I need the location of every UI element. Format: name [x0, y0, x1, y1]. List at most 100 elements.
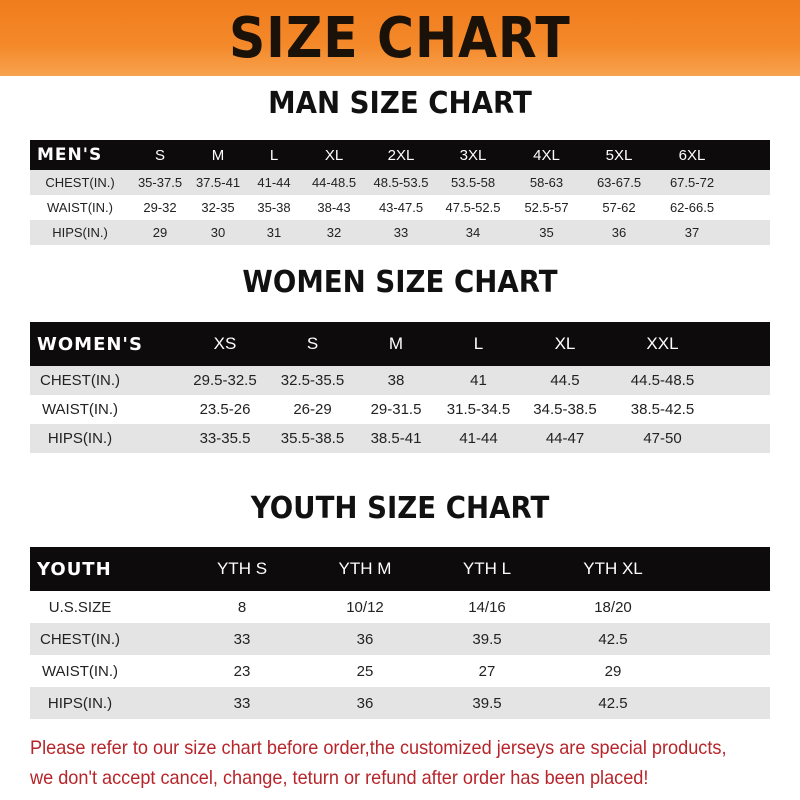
size-header: 5XL [605, 146, 633, 164]
measurement-cell: 57-62 [602, 200, 636, 215]
row-label: WAIST(IN.) [41, 401, 119, 418]
row-label: U.S.SIZE [48, 598, 112, 616]
measurement-cell: 38-43 [317, 200, 351, 215]
measurement-cell: 39.5 [472, 694, 502, 712]
measurement-cell: 10/12 [346, 598, 384, 616]
measurement-cell: 38 [387, 372, 405, 389]
size-header: S [306, 334, 319, 353]
measurement-cell: 23 [233, 662, 251, 680]
measurement-cell: 44-48.5 [311, 175, 357, 190]
table-row: HIPS(IN.) 33 36 39.5 42.5 [30, 687, 770, 719]
size-header: XL [554, 334, 576, 353]
size-header: XL [324, 146, 344, 164]
row-label: CHEST(IN.) [40, 372, 120, 389]
table-row: WAIST(IN.) 23.5-26 26-29 29-31.5 31.5-34.5 34… [30, 395, 770, 424]
table-corner-label: MEN'S [37, 145, 103, 165]
measurement-cell: 53.5-58 [450, 175, 496, 190]
measurement-cell: 32 [326, 225, 342, 240]
measurement-cell: 34.5-38.5 [533, 401, 597, 418]
measurement-cell: 35-38 [257, 200, 291, 215]
size-header: L [473, 334, 484, 353]
measurement-cell: 30 [210, 225, 226, 240]
measurement-cell: 37 [684, 225, 700, 240]
measurement-cell: 33 [233, 630, 251, 648]
row-label: HIPS(IN.) [47, 430, 113, 447]
measurement-cell: 29-31.5 [370, 401, 422, 418]
table-corner-label: WOMEN'S [37, 333, 143, 355]
size-header: 2XL [387, 146, 415, 164]
measurement-cell: 27 [478, 662, 496, 680]
size-header: M [388, 334, 404, 353]
measurement-cell: 39.5 [472, 630, 502, 648]
table-row: WAIST(IN.) 29-32 32-35 35-38 38-43 43-47.5 47.… [30, 195, 770, 220]
women-size-table: WOMEN'S XS S M L XL XXL CHEST(IN.) 29.5-32.5 32.5… [30, 322, 770, 453]
size-header: XXL [646, 334, 679, 353]
measurement-cell: 36 [356, 630, 374, 648]
measurement-cell: 47.5-52.5 [445, 200, 501, 215]
measurement-cell: 8 [237, 598, 247, 616]
measurement-cell: 29 [152, 225, 168, 240]
measurement-cell: 26-29 [293, 401, 332, 418]
measurement-cell: 41 [470, 372, 487, 389]
youth-chart-title: YOUTH SIZE CHART [250, 491, 550, 526]
measurement-cell: 35 [539, 225, 554, 240]
header-row: MEN'S S M L XL 2XL 3XL 4XL 5XL 6XL [30, 140, 770, 170]
measurement-cell: 35.5-38.5 [280, 430, 345, 447]
measurement-cell: 38.5-41 [370, 430, 422, 447]
measurement-cell: 44.5 [550, 372, 580, 389]
notice-text: Please refer to our size chart before or… [30, 733, 737, 793]
header-row: YOUTH YTH S YTH M YTH L YTH XL [30, 547, 770, 591]
measurement-cell: 29.5-32.5 [193, 372, 257, 389]
size-header: YTH M [338, 559, 392, 578]
measurement-cell: 37.5-41 [195, 175, 241, 190]
measurement-cell: 62-66.5 [669, 200, 715, 215]
table-row: U.S.SIZE 8 10/12 14/16 18/20 [30, 591, 770, 623]
table-row: CHEST(IN.) 33 36 39.5 42.5 [30, 623, 770, 655]
measurement-cell: 25 [356, 662, 374, 680]
size-header: 4XL [533, 146, 560, 164]
measurement-cell: 67.5-72 [669, 175, 715, 190]
table-row: HIPS(IN.) 33-35.5 35.5-38.5 38.5-41 41-44 44-… [30, 424, 770, 453]
row-label: WAIST(IN.) [41, 662, 119, 680]
size-header: L [269, 146, 279, 164]
measurement-cell: 42.5 [598, 630, 628, 648]
banner-title: SIZE CHART [229, 5, 571, 71]
size-header: 3XL [459, 146, 487, 164]
banner: SIZE CHART [0, 0, 800, 76]
row-label: HIPS(IN.) [52, 225, 108, 240]
measurement-cell: 58-63 [529, 175, 564, 190]
measurement-cell: 36 [611, 225, 627, 240]
measurement-cell: 44-47 [545, 430, 585, 447]
header-row: WOMEN'S XS S M L XL XXL [30, 322, 770, 366]
measurement-cell: 63-67.5 [596, 175, 642, 190]
measurement-cell: 44.5-48.5 [630, 372, 695, 389]
row-label: HIPS(IN.) [47, 694, 113, 712]
measurement-cell: 18/20 [594, 598, 632, 616]
measurement-cell: 34 [465, 225, 481, 240]
size-header: YTH S [216, 559, 268, 578]
size-header: 6XL [678, 146, 706, 164]
measurement-cell: 14/16 [468, 598, 506, 616]
measurement-cell: 38.5-42.5 [630, 401, 695, 418]
size-header: YTH XL [583, 559, 643, 578]
measurement-cell: 43-47.5 [378, 200, 424, 215]
row-label: CHEST(IN.) [40, 630, 120, 648]
notice-line-2: we don't accept cancel, change, teturn o… [30, 767, 649, 789]
size-header: YTH L [462, 559, 512, 578]
measurement-cell: 32.5-35.5 [280, 372, 345, 389]
row-label: CHEST(IN.) [45, 175, 115, 190]
youth-size-table: YOUTH YTH S YTH M YTH L YTH XL U.S.SIZE 8 10/12… [30, 547, 770, 719]
row-label: WAIST(IN.) [47, 200, 113, 215]
measurement-cell: 29 [604, 662, 622, 680]
measurement-cell: 33 [393, 225, 409, 240]
size-header: S [154, 146, 165, 164]
size-header: XS [213, 334, 237, 353]
measurement-cell: 33 [233, 694, 251, 712]
table-corner-label: YOUTH [37, 558, 112, 580]
measurement-cell: 33-35.5 [199, 430, 251, 447]
measurement-cell: 32-35 [201, 200, 235, 215]
measurement-cell: 47-50 [643, 430, 682, 447]
size-header: M [211, 146, 225, 164]
measurement-cell: 41-44 [257, 175, 291, 190]
measurement-cell: 42.5 [598, 694, 628, 712]
